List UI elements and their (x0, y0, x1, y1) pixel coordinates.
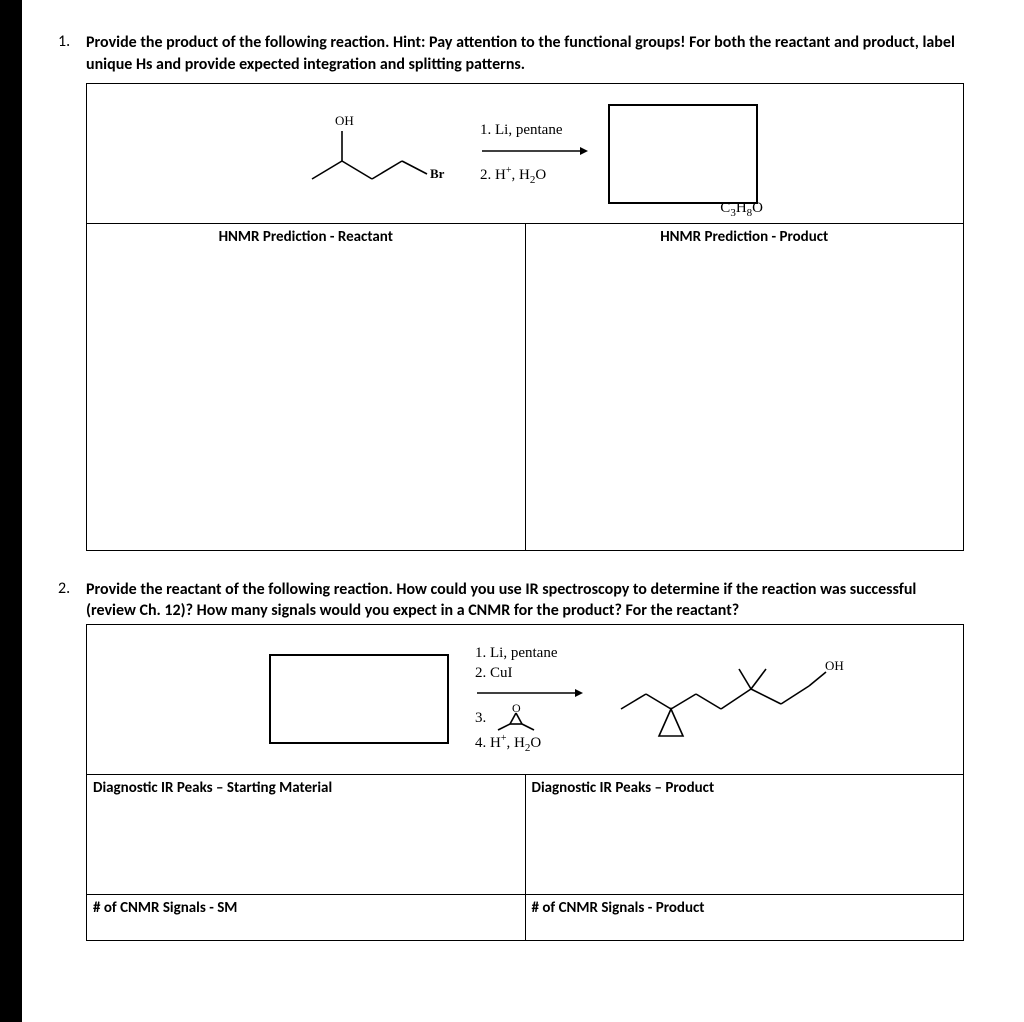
q2-reagent-line1: 1. Li, pentane (475, 643, 585, 663)
q2-reagent-line2: 2. CuI (475, 663, 585, 683)
q2-starting-material-box (269, 654, 449, 744)
q2-product-structure: OH (611, 644, 851, 754)
q1-hnmr-product-header: HNMR Prediction - Product (525, 224, 964, 251)
q2-cnmr-prod-cell: # of CNMR Signals - Product (525, 894, 964, 940)
q1-hnmr-reactant-header: HNMR Prediction - Reactant (87, 224, 526, 251)
q1-hnmr-reactant-area (87, 250, 526, 550)
q2-table: 1. Li, pentane 2. CuI 3. (86, 624, 964, 941)
q2-prompt: Provide the reactant of the following re… (86, 579, 964, 622)
q2-reagents: 1. Li, pentane 2. CuI 3. (475, 643, 585, 755)
q1-product-formula: C3H8O (720, 200, 763, 219)
q2-cnmr-prod-header: # of CNMR Signals - Product (532, 899, 705, 917)
q1-reagent-line2: 2. H+, H2O (480, 163, 590, 189)
q2-ir-prod-header: Diagnostic IR Peaks – Product (532, 779, 715, 797)
question-2: 2. Provide the reactant of the following… (52, 579, 964, 941)
q2-number: 2. (52, 579, 86, 598)
q2-cnmr-sm-header: # of CNMR Signals - SM (93, 899, 237, 917)
q2-cnmr-sm-cell: # of CNMR Signals - SM (87, 894, 526, 940)
page: { "q1": { "number": "1.", "prompt": "Pro… (0, 0, 1024, 1022)
question-1: 1. Provide the product of the following … (52, 32, 964, 551)
q1-br-label: Br (430, 166, 445, 181)
q1-number: 1. (52, 32, 86, 51)
q1-hnmr-product-area (525, 250, 964, 550)
q2-reagent-line3-row: 3. O (475, 704, 585, 732)
q2-reaction-cell: 1. Li, pentane 2. CuI 3. (87, 624, 964, 774)
q2-ir-sm-header: Diagnostic IR Peaks – Starting Material (93, 779, 332, 797)
q2-oh-label: OH (825, 658, 844, 673)
q1-reagent-line1: 1. Li, pentane (480, 119, 590, 142)
q2-ir-prod-cell: Diagnostic IR Peaks – Product (525, 774, 964, 894)
q2-reagent-line3: 3. (475, 708, 486, 728)
q2-reagent-line4: 4. H+, H2O (475, 732, 585, 756)
reaction-arrow-icon (475, 687, 585, 699)
q1-oh-label: OH (335, 113, 354, 128)
reaction-arrow-icon (480, 144, 590, 158)
q2-epoxide-icon: O (492, 704, 542, 732)
q1-product-box (608, 104, 758, 204)
q2-ir-sm-cell: Diagnostic IR Peaks – Starting Material (87, 774, 526, 894)
q1-reactant-structure: OH Br (292, 109, 462, 199)
q1-prompt: Provide the product of the following rea… (86, 32, 964, 75)
epoxide-o-label: O (512, 704, 521, 715)
q1-table: OH Br 1. Li, pentane 2. H+, H2O (86, 83, 964, 551)
q1-reagents: 1. Li, pentane 2. H+, H2O (480, 119, 590, 189)
q1-reaction-cell: OH Br 1. Li, pentane 2. H+, H2O (87, 84, 964, 224)
